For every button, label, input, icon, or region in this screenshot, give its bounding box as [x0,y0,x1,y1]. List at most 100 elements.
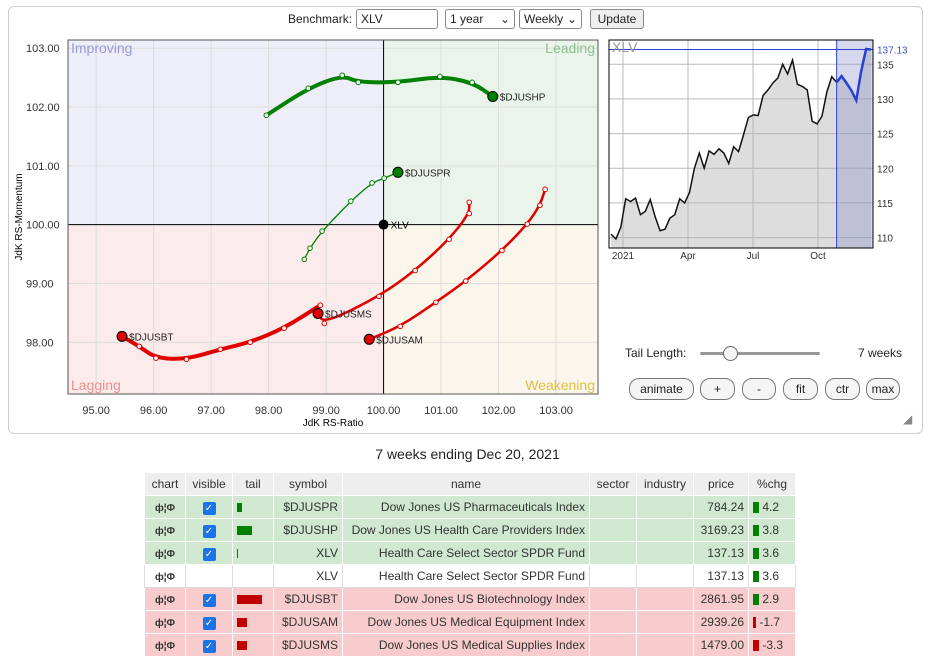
chart-cell[interactable]: ф¦Ф [144,564,186,588]
visible-cell[interactable]: ✓ [185,541,233,565]
table-row: ф¦Ф ✓ $DJUSAM Dow Jones US Medical Equipmen… [144,610,796,634]
candlestick-chart-icon[interactable]: ф¦Ф [154,503,176,514]
industry-cell [636,633,694,657]
zoom-in-button[interactable]: + [700,378,735,400]
visible-checkbox[interactable]: ✓ [202,547,216,561]
period-select[interactable]: 1 year ⌄ [445,9,515,29]
tail-bar [237,618,247,628]
max-button[interactable]: max [866,378,900,400]
visible-checkbox[interactable]: ✓ [202,524,216,538]
chart-cell[interactable]: ф¦Ф [144,541,186,565]
rrg-chart[interactable]: 95.00 96.00 97.00 98.00 99.00 100.00 101.00 102… [0,0,935,440]
column-header[interactable]: chart [144,472,186,496]
update-button[interactable]: Update [590,9,644,29]
change-value: 3.6 [762,569,780,583]
symbol-cell[interactable]: $DJUSAM [273,610,343,634]
column-header[interactable]: price [693,472,749,496]
column-header[interactable]: %chg [748,472,796,496]
fit-button[interactable]: fit [783,378,818,400]
symbol-label: $DJUSAM [376,335,423,346]
symbol-cell[interactable]: $DJUSPR [273,495,343,519]
frequency-select[interactable]: Weekly ⌄ [519,9,582,29]
change-bar [753,548,759,560]
y-tick-label: 101.00 [26,161,60,173]
slider-handle[interactable] [723,346,738,361]
column-header[interactable]: name [342,472,590,496]
change-value: 4.2 [762,500,780,514]
candlestick-chart-icon[interactable]: ф¦Ф [154,572,176,583]
tail-cell [232,610,274,634]
chart-cell[interactable]: ф¦Ф [144,495,186,519]
industry-cell [636,541,694,565]
column-header[interactable]: sector [589,472,637,496]
tail-point [307,245,313,251]
tail-cell [232,633,274,657]
change-value: 3.8 [762,523,780,537]
chart-cell[interactable]: ф¦Ф [144,518,186,542]
column-header[interactable]: tail [232,472,274,496]
symbol-cell[interactable]: $DJUSBT [273,587,343,611]
change-value: -3.3 [762,638,784,652]
x-tick-label: 102.00 [482,405,516,417]
chart-cell[interactable]: ф¦Ф [144,633,186,657]
candlestick-chart-icon[interactable]: ф¦Ф [154,618,176,629]
column-header[interactable]: visible [185,472,233,496]
chart-cell[interactable]: ф¦Ф [144,587,186,611]
candlestick-chart-icon[interactable]: ф¦Ф [154,595,176,606]
visible-cell[interactable]: ✓ [185,587,233,611]
visible-cell[interactable]: ✓ [185,610,233,634]
improving-label: Improving [71,40,132,56]
y-tick-label: 103.00 [26,43,60,55]
candlestick-chart-icon[interactable]: ф¦Ф [154,549,176,560]
candlestick-chart-icon[interactable]: ф¦Ф [154,641,176,652]
symbol-cell[interactable]: XLV [273,541,343,565]
tail-point [466,199,473,206]
price-cell: 2861.95 [693,587,749,611]
date-tick-label: 2021 [612,251,635,262]
visible-cell[interactable]: ✓ [185,495,233,519]
table-row: ф¦Ф ✓ $DJUSPR Dow Jones US Pharmaceuticals … [144,495,796,519]
chart-cell[interactable]: ф¦Ф [144,610,186,634]
zoom-out-button[interactable]: - [742,378,776,400]
x-tick-label: 101.00 [424,405,458,417]
name-cell: Dow Jones US Health Care Providers Index [342,518,590,542]
visible-cell[interactable]: ✓ [185,633,233,657]
visible-checkbox[interactable]: ✓ [202,501,216,515]
candlestick-chart-icon[interactable]: ф¦Ф [154,526,176,537]
resize-handle-icon[interactable]: ◢ [903,412,913,426]
column-header[interactable]: symbol [273,472,343,496]
x-tick-label: 103.00 [539,405,573,417]
tail-point [462,278,469,284]
symbol-cell[interactable]: XLV [273,564,343,588]
tail-cell [232,587,274,611]
y-tick-label: 98.00 [26,337,54,349]
x-tick-label: 100.00 [367,405,401,417]
tail-bar [237,595,262,605]
symbol-cell[interactable]: $DJUSHP [273,518,343,542]
tail-point [537,202,543,209]
price-symbol-label: XLV [612,39,638,55]
symbol-cell[interactable]: $DJUSMS [273,633,343,657]
visible-cell[interactable]: ✓ [185,518,233,542]
improving-quadrant [68,40,384,225]
visible-checkbox[interactable]: ✓ [202,639,216,653]
date-tick-label: Apr [680,251,696,262]
tail-line-djushp [264,75,495,118]
visible-checkbox[interactable]: ✓ [202,616,216,630]
column-header[interactable]: industry [636,472,694,496]
benchmark-input[interactable]: XLV [356,9,438,29]
plot-border [67,39,599,395]
industry-cell [636,564,694,588]
tail-length-slider[interactable] [700,346,820,361]
table-row: ф¦Ф XLV Health Care Select Sector SPDR Fun… [144,564,796,588]
y-tick-label: 99.00 [26,278,54,290]
tail-point [247,339,254,346]
sector-cell [589,587,637,611]
center-button[interactable]: ctr [825,378,860,400]
visible-checkbox[interactable]: ✓ [202,593,216,607]
symbol-label: $DJUSPR [405,168,451,179]
tail-point [319,228,325,234]
animate-button[interactable]: animate [629,378,694,400]
industry-cell [636,518,694,542]
benchmark-label: Benchmark: [288,12,353,26]
